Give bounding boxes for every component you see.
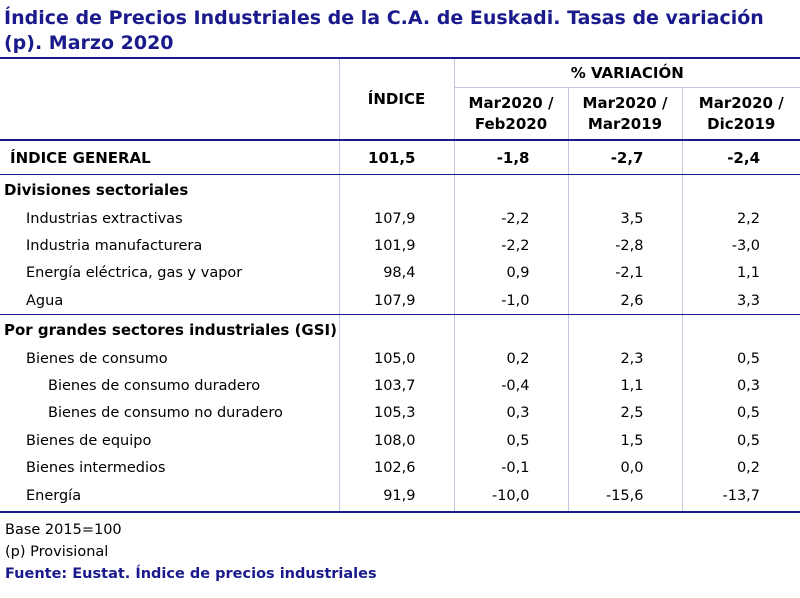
general-indice: 101,5: [338, 140, 454, 175]
header-col-mar-dic: Mar2020 / Dic2019: [681, 87, 800, 141]
row-v2: 2,6: [567, 286, 682, 316]
table-row: Industria manufacturera 101,9 -2,2 -2,8 …: [0, 232, 800, 260]
row-v2: 2,3: [567, 345, 682, 373]
table-row: Bienes intermedios 102,6 -0,1 0,0 0,2: [0, 454, 800, 482]
row-indice: 103,7: [338, 372, 454, 400]
row-indice: 107,9: [338, 286, 454, 316]
header-indice: ÍNDICE: [338, 59, 454, 141]
row-indice: 108,0: [338, 427, 454, 455]
row-label: Bienes de consumo no duradero: [48, 405, 283, 422]
row-v1: 0,5: [453, 427, 568, 455]
row-v2: -15,6: [567, 481, 682, 513]
row-v1: -2,2: [453, 205, 568, 233]
section-header-divisiones: Divisiones sectoriales: [0, 174, 800, 205]
table-row: Bienes de consumo 105,0 0,2 2,3 0,5: [0, 345, 800, 373]
header-col-mar-mar: Mar2020 / Mar2019: [567, 87, 682, 141]
table-row: Bienes de consumo duradero 103,7 -0,4 1,…: [0, 372, 800, 400]
row-label: Agua: [0, 286, 339, 316]
row-v2: 0,0: [567, 454, 682, 482]
row-indice: 105,3: [338, 399, 454, 428]
row-indice: 102,6: [338, 454, 454, 482]
row-v3: 0,5: [681, 427, 800, 455]
header-col-mar-feb-line1: Mar2020 /: [468, 93, 554, 112]
header-col-mar-feb: Mar2020 / Feb2020: [453, 87, 568, 141]
table-row: Energía eléctrica, gas y vapor 98,4 0,9 …: [0, 259, 800, 287]
title-divider: [0, 57, 800, 59]
header-col-mar-mar-line2: Mar2019: [587, 114, 663, 133]
row-v1: -0,4: [453, 372, 568, 400]
row-label: Bienes intermedios: [26, 460, 166, 477]
table-row: Industrias extractivas 107,9 -2,2 3,5 2,…: [0, 205, 800, 233]
page-title: Índice de Precios Industriales de la C.A…: [4, 7, 764, 54]
row-v2: 1,5: [567, 427, 682, 455]
row-v2: -2,8: [567, 232, 682, 260]
row-label: Bienes de equipo: [26, 432, 152, 449]
row-v3: 0,3: [681, 372, 800, 400]
source-note: Fuente: Eustat. Índice de precios indust…: [5, 566, 377, 582]
row-label: Energía eléctrica, gas y vapor: [26, 265, 243, 282]
row-label: Industrias extractivas: [26, 210, 183, 227]
row-v3: 0,5: [681, 345, 800, 373]
row-v3: 2,2: [681, 205, 800, 233]
row-v3: 0,5: [681, 399, 800, 428]
header-col-mar-dic-line1: Mar2020 /: [698, 93, 784, 112]
provisional-note: (p) Provisional: [5, 544, 109, 560]
row-v3: 3,3: [681, 286, 800, 316]
row-label: Bienes de consumo duradero: [48, 378, 261, 395]
header-variacion: % VARIACIÓN: [453, 59, 800, 88]
row-v1: -1,0: [453, 286, 568, 316]
section-title: Divisiones sectoriales: [4, 181, 189, 199]
general-v1: -1,8: [453, 140, 568, 175]
row-v1: 0,9: [453, 259, 568, 287]
general-label: ÍNDICE GENERAL: [0, 140, 339, 175]
row-v1: 0,2: [453, 345, 568, 373]
general-v2: -2,7: [567, 140, 682, 175]
row-indice: 98,4: [338, 259, 454, 287]
row-v2: 1,1: [567, 372, 682, 400]
row-indice: 105,0: [338, 345, 454, 373]
row-label: Industria manufacturera: [26, 237, 203, 254]
row-v3: 1,1: [681, 259, 800, 287]
general-v3: -2,4: [681, 140, 800, 175]
base-note: Base 2015=100: [5, 522, 122, 538]
row-indice: 107,9: [338, 205, 454, 233]
header-col-mar-mar-line1: Mar2020 /: [582, 93, 668, 112]
row-label: Bienes de consumo: [26, 350, 168, 367]
row-indice: 101,9: [338, 232, 454, 260]
row-v3: -13,7: [681, 481, 800, 513]
table-row: Bienes de consumo no duradero 105,3 0,3 …: [0, 399, 800, 428]
row-v2: 3,5: [567, 205, 682, 233]
section-header-gsi: Por grandes sectores industriales (GSI): [0, 314, 800, 346]
table-row: Bienes de equipo 108,0 0,5 1,5 0,5: [0, 427, 800, 455]
table-row: Agua 107,9 -1,0 2,6 3,3: [0, 286, 800, 316]
row-v1: -10,0: [453, 481, 568, 513]
row-v2: -2,1: [567, 259, 682, 287]
footnotes: Base 2015=100 (p) Provisional Fuente: Eu…: [5, 519, 377, 585]
table-row: Energía 91,9 -10,0 -15,6 -13,7: [0, 481, 800, 513]
row-v1: 0,3: [453, 399, 568, 428]
row-v3: 0,2: [681, 454, 800, 482]
header-empty-cell: [0, 59, 339, 141]
row-v1: -0,1: [453, 454, 568, 482]
row-label: Energía: [0, 481, 339, 513]
section-title: Por grandes sectores industriales (GSI): [4, 321, 337, 340]
header-col-mar-dic-line2: Dic2019: [707, 114, 776, 133]
header-col-mar-feb-line2: Feb2020: [474, 114, 548, 133]
row-v2: 2,5: [567, 399, 682, 428]
price-index-table: ÍNDICE % VARIACIÓN Mar2020 / Feb2020 Mar…: [0, 59, 800, 513]
row-v3: -3,0: [681, 232, 800, 260]
general-index-row: ÍNDICE GENERAL 101,5 -1,8 -2,7 -2,4: [0, 140, 800, 175]
row-indice: 91,9: [338, 481, 454, 513]
row-v1: -2,2: [453, 232, 568, 260]
